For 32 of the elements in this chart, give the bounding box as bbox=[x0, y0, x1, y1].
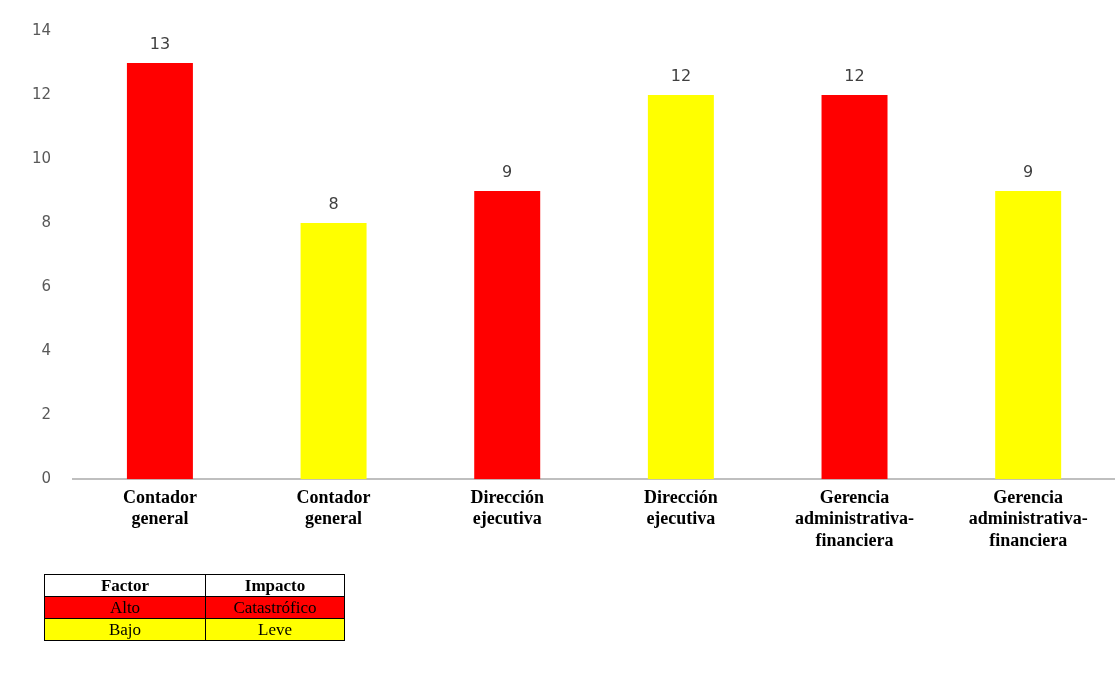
text: Leve bbox=[205, 618, 345, 641]
bar bbox=[300, 223, 367, 480]
bar bbox=[821, 95, 888, 480]
data-label: 12 bbox=[670, 66, 692, 86]
y-tick-label: 2 bbox=[41, 405, 52, 424]
data-label: 9 bbox=[1023, 162, 1034, 182]
y-tick-label: 14 bbox=[31, 20, 52, 39]
data-label: 12 bbox=[844, 66, 865, 86]
x-tick-label: Dirección ejecutiva bbox=[644, 486, 718, 529]
y-tick-label: 8 bbox=[41, 212, 52, 231]
text: Alto bbox=[44, 596, 206, 619]
x-tick-label: Gerencia administrativa-financiera bbox=[968, 486, 1088, 550]
y-tick-label: 6 bbox=[41, 277, 52, 295]
x-tick-label: Contador general bbox=[296, 486, 371, 529]
x-tick-label: Contador general bbox=[122, 486, 197, 529]
x-tick-label: Gerencia administrativa-financiera bbox=[795, 486, 915, 550]
y-tick-label: 12 bbox=[31, 84, 52, 103]
y-tick-label: 10 bbox=[31, 148, 52, 167]
text: Impacto bbox=[205, 574, 345, 597]
data-label: 13 bbox=[149, 34, 171, 54]
data-label: 9 bbox=[502, 162, 513, 182]
bar bbox=[647, 95, 714, 480]
data-label: 8 bbox=[328, 194, 339, 214]
bar bbox=[126, 63, 193, 480]
bar bbox=[995, 191, 1062, 480]
text: Factor bbox=[44, 574, 206, 597]
y-tick-label: 0 bbox=[41, 469, 52, 488]
text: Catastrófico bbox=[205, 596, 345, 619]
bar bbox=[474, 191, 541, 480]
y-tick-label: 4 bbox=[41, 341, 52, 360]
x-tick-label: Dirección ejecutiva bbox=[470, 486, 545, 529]
text: Bajo bbox=[44, 618, 206, 641]
